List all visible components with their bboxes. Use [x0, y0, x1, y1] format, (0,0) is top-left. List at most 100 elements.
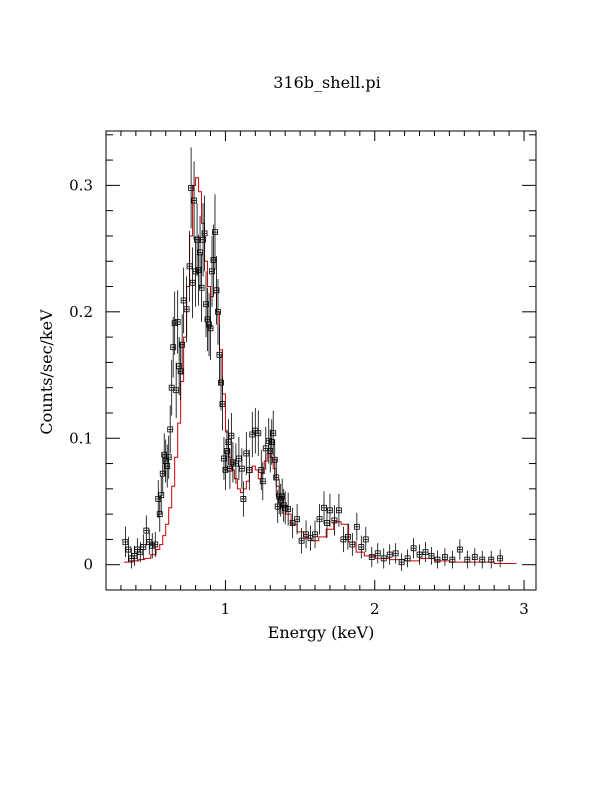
point-marker: [327, 507, 333, 514]
point-marker: [224, 448, 230, 454]
data-point: [246, 449, 253, 491]
point-marker: [228, 432, 235, 439]
data-point: [240, 481, 247, 517]
data-point: [471, 548, 478, 566]
data-point: [180, 267, 187, 334]
point-marker: [122, 539, 129, 545]
point-marker: [198, 284, 205, 291]
point-marker: [167, 426, 174, 433]
data-point: [235, 437, 242, 480]
data-point: [410, 538, 417, 559]
point-marker: [488, 556, 495, 563]
data-point: [255, 410, 262, 456]
data-point: [298, 528, 305, 554]
point-marker: [183, 306, 190, 313]
point-marker: [344, 533, 351, 540]
x-tick-label: 1: [221, 600, 231, 618]
point-marker: [456, 546, 463, 553]
point-marker: [200, 236, 206, 243]
y-tick-label: 0.3: [69, 176, 93, 194]
point-marker: [179, 341, 186, 348]
point-marker: [270, 430, 277, 437]
data-point: [479, 550, 486, 569]
data-point: [386, 544, 393, 565]
data-point: [416, 544, 423, 565]
data-point: [201, 195, 208, 272]
point-marker: [192, 268, 199, 275]
point-marker: [158, 492, 165, 499]
point-marker: [386, 551, 393, 558]
data-point: [374, 543, 381, 564]
point-marker: [137, 549, 144, 555]
data-point: [173, 362, 180, 419]
plot-frame: [105, 130, 537, 591]
y-tick-label: 0.1: [69, 429, 93, 447]
point-marker: [271, 456, 278, 463]
data-point: [158, 476, 165, 515]
point-marker: [294, 516, 301, 523]
data-point: [149, 533, 156, 559]
point-marker: [209, 268, 215, 275]
data-point: [219, 377, 226, 431]
data-point: [183, 276, 190, 343]
point-marker: [149, 542, 156, 549]
chart-title: 316b_shell.pi: [273, 73, 380, 92]
point-marker: [324, 520, 330, 526]
axis-ticks: [106, 131, 536, 590]
point-marker: [159, 470, 166, 477]
point-marker: [225, 439, 232, 445]
data-point: [232, 443, 239, 484]
point-marker: [246, 466, 253, 473]
data-point: [336, 493, 342, 527]
point-marker: [259, 478, 266, 485]
data-point: [207, 296, 214, 360]
data-point: [324, 507, 330, 539]
data-point: [167, 405, 174, 454]
data-point: [464, 550, 471, 569]
point-marker: [265, 437, 272, 444]
point-marker: [336, 507, 342, 514]
point-marker: [216, 351, 223, 358]
data-point: [380, 548, 387, 569]
point-marker: [277, 497, 284, 504]
data-point: [282, 491, 289, 525]
point-marker: [227, 465, 233, 472]
point-marker: [191, 197, 197, 204]
point-marker: [358, 544, 365, 550]
point-marker: [155, 496, 162, 502]
point-marker: [255, 430, 262, 437]
point-marker: [282, 504, 289, 511]
data-point: [189, 247, 196, 319]
point-marker: [422, 549, 429, 555]
data-point: [289, 507, 296, 539]
point-marker: [219, 401, 226, 408]
data-point: [215, 278, 221, 345]
point-marker: [232, 460, 239, 467]
y-tick-label: 0: [83, 556, 93, 574]
point-marker: [222, 466, 229, 473]
point-marker: [186, 263, 193, 270]
data-point: [497, 549, 504, 568]
point-marker: [312, 531, 318, 538]
point-marker: [479, 556, 486, 563]
data-point: [238, 448, 245, 489]
point-marker: [410, 545, 417, 552]
data-point: [321, 491, 327, 525]
x-tick-label: 2: [370, 600, 380, 618]
point-marker: [471, 554, 478, 561]
point-marker: [210, 257, 217, 263]
data-point: [404, 549, 411, 568]
point-marker: [212, 229, 218, 236]
data-point: [488, 550, 495, 569]
data-point: [227, 448, 233, 489]
data-points: [122, 147, 504, 572]
point-marker: [203, 301, 209, 308]
x-axis-label: Energy (keV): [268, 623, 375, 642]
data-point: [225, 419, 232, 465]
point-marker: [194, 236, 200, 243]
data-point: [143, 515, 150, 546]
point-marker: [206, 321, 212, 328]
data-point: [392, 543, 399, 564]
point-marker: [165, 454, 172, 461]
